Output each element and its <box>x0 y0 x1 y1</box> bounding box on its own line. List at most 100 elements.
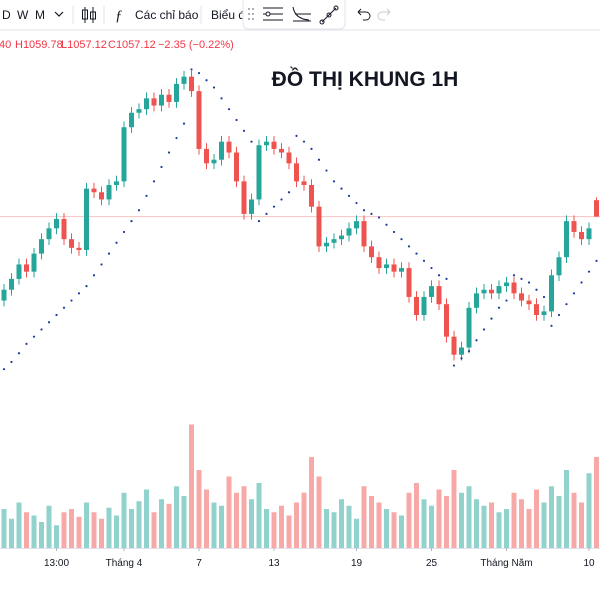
drag-handle[interactable] <box>248 8 254 20</box>
candle-body <box>556 257 562 276</box>
volume-bar <box>69 509 74 548</box>
candle-body <box>196 91 202 149</box>
candle-body <box>504 282 509 287</box>
volume-bar <box>331 512 337 548</box>
volume-bar <box>436 489 442 548</box>
candle-body <box>429 286 434 297</box>
x-tick-label: 10 <box>583 558 595 569</box>
sar-dot <box>280 198 283 201</box>
sar-dot <box>490 317 493 320</box>
sar-dot <box>257 220 261 223</box>
indicators-button[interactable]: Các chỉ báo <box>135 8 199 22</box>
candle-body <box>136 109 142 113</box>
legend-low: L1057.12 <box>61 39 107 51</box>
sar-dot <box>385 223 388 226</box>
volume-bar <box>1 509 7 548</box>
fib-icon[interactable] <box>292 6 311 22</box>
interval-button[interactable]: W <box>17 8 29 22</box>
indicator-icon[interactable]: ƒ <box>115 8 123 24</box>
candle-body <box>54 218 59 229</box>
volume-bar <box>444 496 449 548</box>
sar-dot <box>272 205 276 208</box>
candle-body <box>526 300 532 305</box>
volume-bar <box>324 509 329 548</box>
candle-body <box>241 181 247 214</box>
brush-icon[interactable] <box>319 5 339 25</box>
candle-body <box>211 159 217 164</box>
sar-dot <box>505 299 508 302</box>
volume-bar <box>429 505 434 548</box>
sar-dot <box>70 299 73 302</box>
sar-dot <box>347 194 351 197</box>
sar-dot <box>40 328 43 331</box>
interval-button[interactable]: D <box>2 8 11 22</box>
candle-body <box>294 163 299 182</box>
volume-bar <box>249 499 254 548</box>
sar-dot <box>475 339 478 342</box>
sar-dot <box>167 151 171 154</box>
candle-body <box>286 152 292 164</box>
candle-body <box>106 185 112 200</box>
candle-body <box>324 242 329 247</box>
undo-button[interactable] <box>357 8 371 21</box>
volume-bar <box>144 489 149 548</box>
dropdown-icon[interactable] <box>54 11 64 17</box>
candle-body <box>256 145 262 200</box>
sar-dot <box>580 281 583 284</box>
chart-menu-button[interactable]: Biểu đ <box>211 8 245 22</box>
sar-dot <box>445 277 448 280</box>
volume-pane <box>1 424 599 548</box>
candle-body <box>519 293 524 301</box>
candle-body <box>376 257 382 269</box>
sar-dot <box>265 212 268 215</box>
trend-lines-icon[interactable] <box>263 7 283 21</box>
interval-button[interactable]: M <box>35 8 45 22</box>
volume-bar <box>339 499 344 548</box>
sar-dot <box>355 201 358 205</box>
volume-bar <box>16 502 22 548</box>
volume-bar <box>54 525 59 548</box>
candle-body <box>84 188 89 250</box>
candle-body <box>121 127 127 182</box>
sar-dot <box>340 187 343 190</box>
volume-bar <box>534 489 539 548</box>
volume-bar <box>181 496 187 548</box>
volume-bar <box>361 486 367 548</box>
sar-dot <box>227 108 231 111</box>
sar-dot <box>62 306 66 309</box>
candle-body <box>301 181 307 185</box>
volume-bar <box>481 505 487 548</box>
sar-dot <box>145 194 148 197</box>
sar-dot <box>400 238 403 241</box>
sar-dot <box>32 335 36 338</box>
volume-bar <box>174 486 179 548</box>
x-tick-label: 19 <box>351 558 363 569</box>
candle-body <box>466 307 472 348</box>
candle-body <box>474 293 479 308</box>
sar-dot <box>197 71 201 75</box>
sar-dot <box>85 285 88 288</box>
candle-body <box>586 228 592 240</box>
volume-bar <box>189 424 194 548</box>
candle-body <box>234 152 239 182</box>
sar-dot <box>302 140 306 143</box>
candle-body <box>564 221 569 258</box>
volume-bar <box>24 512 29 548</box>
sar-dot <box>2 368 6 371</box>
volume-bar <box>474 499 479 548</box>
candle-body <box>541 311 547 315</box>
candle-body <box>114 181 119 185</box>
sar-dot <box>175 136 178 140</box>
sar-dot <box>10 360 13 364</box>
volume-bar <box>46 505 52 548</box>
sar-dot <box>130 220 133 223</box>
volume-bar <box>399 515 404 548</box>
candle-body <box>534 304 539 315</box>
candle-body <box>391 264 397 272</box>
candles <box>1 70 599 361</box>
candle-body <box>31 253 37 272</box>
sar-dot <box>542 295 546 299</box>
volume-bar <box>451 470 457 548</box>
redo-button[interactable] <box>377 8 391 21</box>
candle-style-icon[interactable] <box>82 7 96 23</box>
